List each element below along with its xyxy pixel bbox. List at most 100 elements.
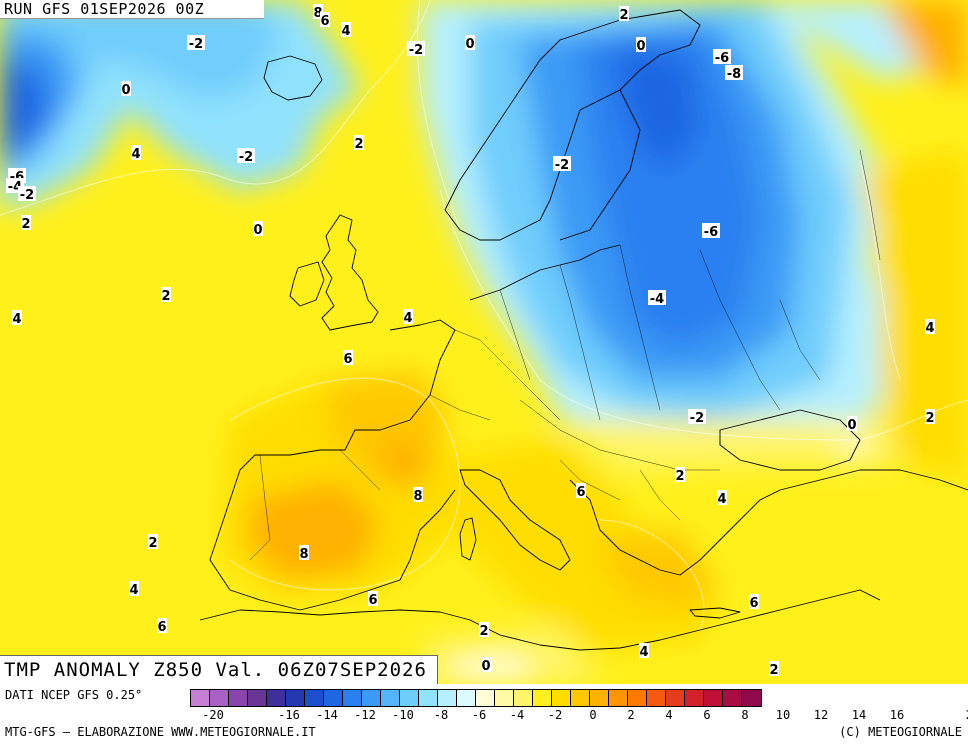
contour-label-bg	[299, 545, 309, 560]
contour-label-bg	[131, 145, 141, 160]
color-swatch	[571, 690, 590, 706]
color-swatch	[457, 690, 476, 706]
contour-label: -8	[727, 67, 741, 82]
contour-label-bg	[12, 310, 22, 325]
credit-right: (C) METEOGIORNALE	[839, 725, 962, 739]
contour-label-bg	[702, 223, 720, 238]
contour-label: 4	[341, 24, 350, 39]
contour-label: 6	[343, 352, 352, 367]
color-swatch	[495, 690, 514, 706]
color-swatch	[552, 690, 571, 706]
contour-label: 6	[368, 593, 377, 608]
contour-label-bg	[619, 6, 629, 21]
color-swatch	[514, 690, 533, 706]
contour-label-bg	[553, 156, 571, 171]
color-swatch	[324, 690, 343, 706]
map-title: TMP ANOMALY Z850 Val. 06Z07SEP2026	[4, 659, 427, 681]
contour-label: 4	[129, 583, 138, 598]
scale-tick-label: 4	[665, 708, 673, 722]
contour-label-bg	[749, 594, 759, 609]
color-swatch	[647, 690, 666, 706]
scale-tick-label: -20	[202, 708, 224, 722]
color-swatch	[343, 690, 362, 706]
map-title-box: TMP ANOMALY Z850 Val. 06Z07SEP2026	[0, 655, 438, 684]
contour-label: -2	[409, 43, 423, 58]
color-swatch	[438, 690, 457, 706]
contour-label: 4	[12, 312, 21, 327]
contour-label-bg	[157, 618, 167, 633]
contour-label-bg	[925, 409, 935, 424]
contour-label: 8	[299, 547, 308, 562]
contour-label: 2	[354, 137, 363, 152]
contour-label: 8	[313, 6, 322, 21]
color-swatch	[609, 690, 628, 706]
contour-label-bg	[18, 186, 36, 201]
contour-label-bg	[639, 643, 649, 658]
contour-label-bg	[403, 309, 413, 324]
contour-label: 6	[749, 596, 758, 611]
contour-label-bg	[925, 319, 935, 334]
contour-label-bg	[479, 622, 489, 637]
contour-label-bg	[21, 215, 31, 230]
color-swatch	[229, 690, 248, 706]
contour-label: 6	[576, 485, 585, 500]
scale-tick-label: 2	[627, 708, 635, 722]
color-swatch	[723, 690, 742, 706]
contour-label-bg	[237, 148, 255, 163]
color-swatch	[685, 690, 704, 706]
contour-label: 4	[925, 321, 934, 336]
contour-label: 2	[769, 663, 778, 678]
map-area: 8 6 4 2 0 -6 -8 0 -2 -2 0 4 -2 2 -2 -6 -4 -2 2 0 -6 2 4 -4 4 4 6 -2…	[0, 0, 968, 684]
color-swatch	[533, 690, 552, 706]
contour-label: 0	[636, 39, 645, 54]
contour-label: -2	[189, 37, 203, 52]
scale-tick-label: 20	[966, 708, 968, 722]
contour-label: 2	[619, 8, 628, 23]
contour-label-bg	[354, 135, 364, 150]
scale-tick-label: 14	[851, 708, 867, 722]
contour-label-bg	[161, 287, 171, 302]
contour-label: 2	[925, 411, 934, 426]
contour-label-bg	[465, 35, 475, 50]
contour-label-bg	[688, 409, 706, 424]
footer: DATI NCEP GFS 0.25° -20 -16 -14 -12 -10 -8 -6-…	[0, 684, 968, 745]
contour-label: 0	[253, 223, 262, 238]
contour-label: 0	[847, 418, 856, 433]
scale-tick-label: -4	[509, 708, 525, 722]
contour-label: 0	[465, 37, 474, 52]
scale-tick-label: 12	[813, 708, 829, 722]
contour-label: 0	[481, 659, 490, 674]
contour-label-bg	[847, 416, 857, 431]
scale-tick-label: -10	[392, 708, 414, 722]
color-scale-ticks: -20-16-14-12-10-8-6-4-2024681012141620	[190, 708, 968, 722]
color-swatch	[400, 690, 419, 706]
contour-label-bg	[129, 581, 139, 596]
contour-label-bg	[121, 81, 131, 96]
contour-label: 2	[21, 217, 30, 232]
contour-label: 6	[157, 620, 166, 635]
run-info-box: RUN GFS 01SEP2026 00Z	[0, 0, 264, 19]
contour-label: -2	[690, 411, 704, 426]
contour-label: 2	[479, 624, 488, 639]
contour-label: 2	[675, 469, 684, 484]
contour-label-bg	[481, 657, 491, 672]
contour-label-bg	[253, 221, 263, 236]
contour-label: 2	[148, 536, 157, 551]
contour-label-bg	[148, 534, 158, 549]
contour-label: 6	[320, 14, 329, 29]
color-scale-bar	[190, 689, 762, 707]
contour-label: -2	[239, 150, 253, 165]
contour-label-bg	[368, 591, 378, 606]
contour-label-bg	[725, 65, 743, 80]
scale-tick-label: 6	[703, 708, 711, 722]
contour-label-bg	[636, 37, 646, 52]
scale-tick-label: -8	[433, 708, 449, 722]
contour-label-bg	[413, 487, 423, 502]
contour-label: 2	[161, 289, 170, 304]
color-swatch	[362, 690, 381, 706]
color-swatch	[704, 690, 723, 706]
color-swatch	[210, 690, 229, 706]
color-swatch	[628, 690, 647, 706]
scale-tick-label: -12	[354, 708, 376, 722]
